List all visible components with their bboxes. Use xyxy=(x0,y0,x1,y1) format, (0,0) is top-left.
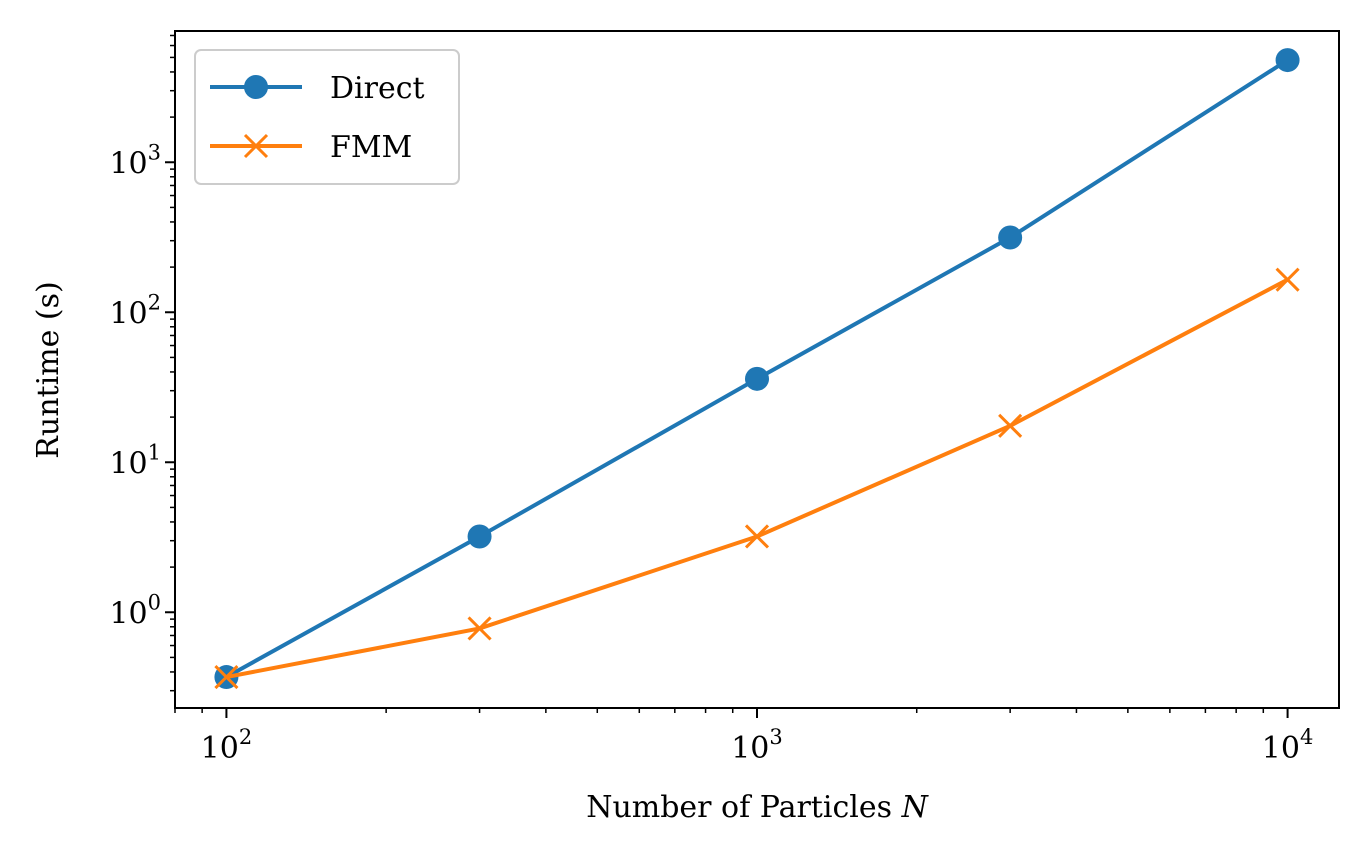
x-tick-exponent: 2 xyxy=(239,725,252,749)
y-tick-base: 10 xyxy=(109,446,147,481)
x-tick-exponent: 3 xyxy=(769,725,782,749)
fmm-data-point xyxy=(214,664,239,690)
y-axis-label: Runtime (s) xyxy=(31,281,66,458)
direct-data-point xyxy=(998,225,1023,250)
y-tick-label: 102 xyxy=(109,290,161,331)
y-tick-exponent: 2 xyxy=(148,290,161,314)
y-tick-label: 100 xyxy=(109,590,161,631)
x-axis-label-text: Number of Particles xyxy=(586,790,892,825)
fmm-data-point xyxy=(467,616,492,641)
y-tick-exponent: 1 xyxy=(148,440,161,464)
x-tick-base: 10 xyxy=(1262,731,1300,766)
direct-data-point xyxy=(467,524,492,549)
legend-fmm-marker xyxy=(243,133,269,159)
fmm-data-point xyxy=(998,413,1023,438)
x-tick-label: 103 xyxy=(731,725,783,766)
legend-direct-label: Direct xyxy=(330,71,425,106)
fmm-series-line xyxy=(226,277,1289,679)
x-tick-exponent: 4 xyxy=(1300,725,1313,749)
series-layer xyxy=(214,48,1300,690)
y-tick-base: 10 xyxy=(109,146,147,181)
x-tick-base: 10 xyxy=(731,731,769,766)
legend: Direct FMM xyxy=(194,49,460,185)
y-tick-label: 103 xyxy=(109,140,161,181)
x-axis-label-variable: N xyxy=(901,790,930,825)
y-tick-label: 101 xyxy=(109,440,161,481)
y-tick-exponent: 3 xyxy=(148,140,161,164)
direct-data-point xyxy=(745,366,769,391)
y-tick-exponent: 0 xyxy=(148,590,161,614)
x-tick-base: 10 xyxy=(201,731,239,766)
fmm-data-point xyxy=(1275,267,1300,292)
legend-direct-marker xyxy=(244,75,268,99)
y-tick-base: 10 xyxy=(109,596,147,631)
y-tick-base: 10 xyxy=(109,296,147,331)
direct-data-point xyxy=(1275,48,1300,73)
x-tick-label: 104 xyxy=(1262,725,1314,766)
fmm-data-point xyxy=(744,524,770,549)
x-tick-label: 102 xyxy=(201,725,253,766)
x-axis-label: Number of Particles N xyxy=(586,790,929,825)
legend-fmm-label: FMM xyxy=(330,130,412,165)
